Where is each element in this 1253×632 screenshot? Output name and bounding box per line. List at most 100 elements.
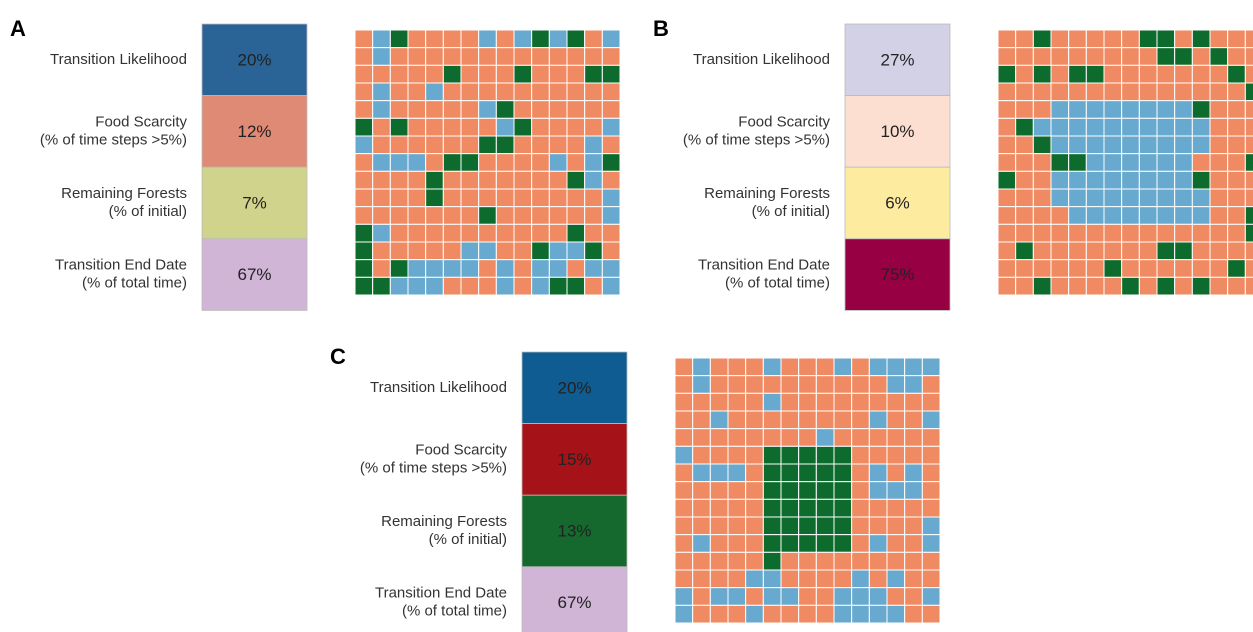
grid-cell	[425, 259, 444, 278]
grid-cell	[513, 100, 533, 119]
metric-value: 20%	[557, 378, 591, 397]
metric-value: 15%	[557, 450, 591, 469]
grid-cell	[904, 498, 923, 518]
grid-cell	[674, 410, 694, 430]
grid-cell	[762, 410, 782, 430]
grid-cell	[692, 410, 711, 430]
grid-cell	[1227, 82, 1246, 102]
grid-cell	[1121, 64, 1140, 84]
grid-cell	[1050, 64, 1070, 84]
grid-cell	[798, 445, 817, 465]
grid-cell	[1085, 100, 1105, 119]
grid-cell	[709, 569, 729, 589]
grid-cell	[1015, 259, 1034, 278]
grid-cell	[780, 392, 800, 412]
grid-cell	[1227, 100, 1246, 119]
grid-cell	[1209, 64, 1229, 84]
grid-cell	[601, 276, 621, 296]
grid-cell	[478, 188, 497, 208]
grid-cell	[1032, 223, 1052, 243]
grid-cell	[1156, 170, 1176, 190]
grid-cell	[460, 153, 480, 172]
metric-label: Transition End Date	[698, 257, 830, 274]
grid-cell	[833, 463, 853, 483]
grid-cell	[531, 170, 550, 190]
grid-cell	[601, 135, 621, 155]
grid-cell	[1191, 153, 1211, 172]
grid-cell	[389, 188, 409, 208]
grid-cell	[833, 498, 853, 518]
grid-cell	[442, 47, 462, 66]
grid-cell	[425, 241, 444, 261]
grid-cell	[1174, 153, 1193, 172]
grid-cell	[745, 375, 764, 394]
grid-cell	[548, 276, 568, 296]
metric-value: 13%	[557, 521, 591, 540]
grid-cell	[1209, 117, 1229, 137]
grid-cell	[1121, 188, 1140, 208]
grid-cell	[904, 375, 923, 394]
grid-cell	[851, 587, 870, 606]
grid-cell	[815, 498, 835, 518]
grid-cell	[886, 604, 906, 624]
grid-cell	[425, 82, 444, 102]
grid-cell	[868, 410, 888, 430]
grid-cell	[1191, 188, 1211, 208]
grid-cell	[442, 188, 462, 208]
grid-cell	[548, 241, 568, 261]
grid-cell	[513, 276, 533, 296]
grid-cell	[372, 117, 391, 137]
grid-cell	[997, 153, 1017, 172]
grid-cell	[1050, 188, 1070, 208]
grid-cell	[495, 223, 515, 243]
grid-cell	[584, 241, 603, 261]
grid-cell	[1244, 206, 1253, 225]
grid-cell	[780, 463, 800, 483]
grid-cell	[1050, 241, 1070, 261]
grid-cell	[886, 569, 906, 589]
metric-label: (% of total time)	[725, 275, 830, 292]
grid-cell	[389, 29, 409, 49]
grid-cell	[868, 604, 888, 624]
grid-cell	[1068, 82, 1087, 102]
grid-cell	[584, 100, 603, 119]
grid-cell	[548, 135, 568, 155]
grid-cell	[904, 587, 923, 606]
grid-cell	[1050, 259, 1070, 278]
grid-cell	[997, 206, 1017, 225]
grid-cell	[1050, 153, 1070, 172]
grid-cell	[478, 64, 497, 84]
grid-cell	[692, 551, 711, 571]
grid-cell	[709, 604, 729, 624]
grid-cell	[692, 604, 711, 624]
grid-cell	[1015, 188, 1034, 208]
metric-label: Remaining Forests	[704, 185, 830, 202]
grid-cell	[692, 587, 711, 606]
grid-cell	[1209, 170, 1229, 190]
grid-cell	[762, 392, 782, 412]
grid-cell	[1068, 64, 1087, 84]
panel: B 27% Transition Likelihood 10% Food Scarcit…	[653, 16, 1253, 311]
grid-cell	[1121, 135, 1140, 155]
grid-cell	[531, 206, 550, 225]
panel: A 20% Transition Likelihood 12% Food Scarcit…	[10, 16, 621, 311]
grid-cell	[584, 47, 603, 66]
grid-cell	[886, 587, 906, 606]
grid-cell	[709, 498, 729, 518]
grid-cell	[745, 428, 764, 447]
grid-cell	[997, 276, 1017, 296]
grid-cell	[548, 117, 568, 137]
grid-cell	[1015, 64, 1034, 84]
grid-cell	[1121, 241, 1140, 261]
grid-cell	[904, 534, 923, 553]
grid-cell	[692, 375, 711, 394]
grid-cell	[513, 153, 533, 172]
grid-cell	[513, 241, 533, 261]
grid-cell	[460, 29, 480, 49]
grid-cell	[1174, 29, 1193, 49]
grid-cell	[1103, 47, 1123, 66]
grid-cell	[478, 276, 497, 296]
grid-cell	[833, 534, 853, 553]
grid-cell	[674, 392, 694, 412]
grid-cell	[780, 481, 800, 500]
